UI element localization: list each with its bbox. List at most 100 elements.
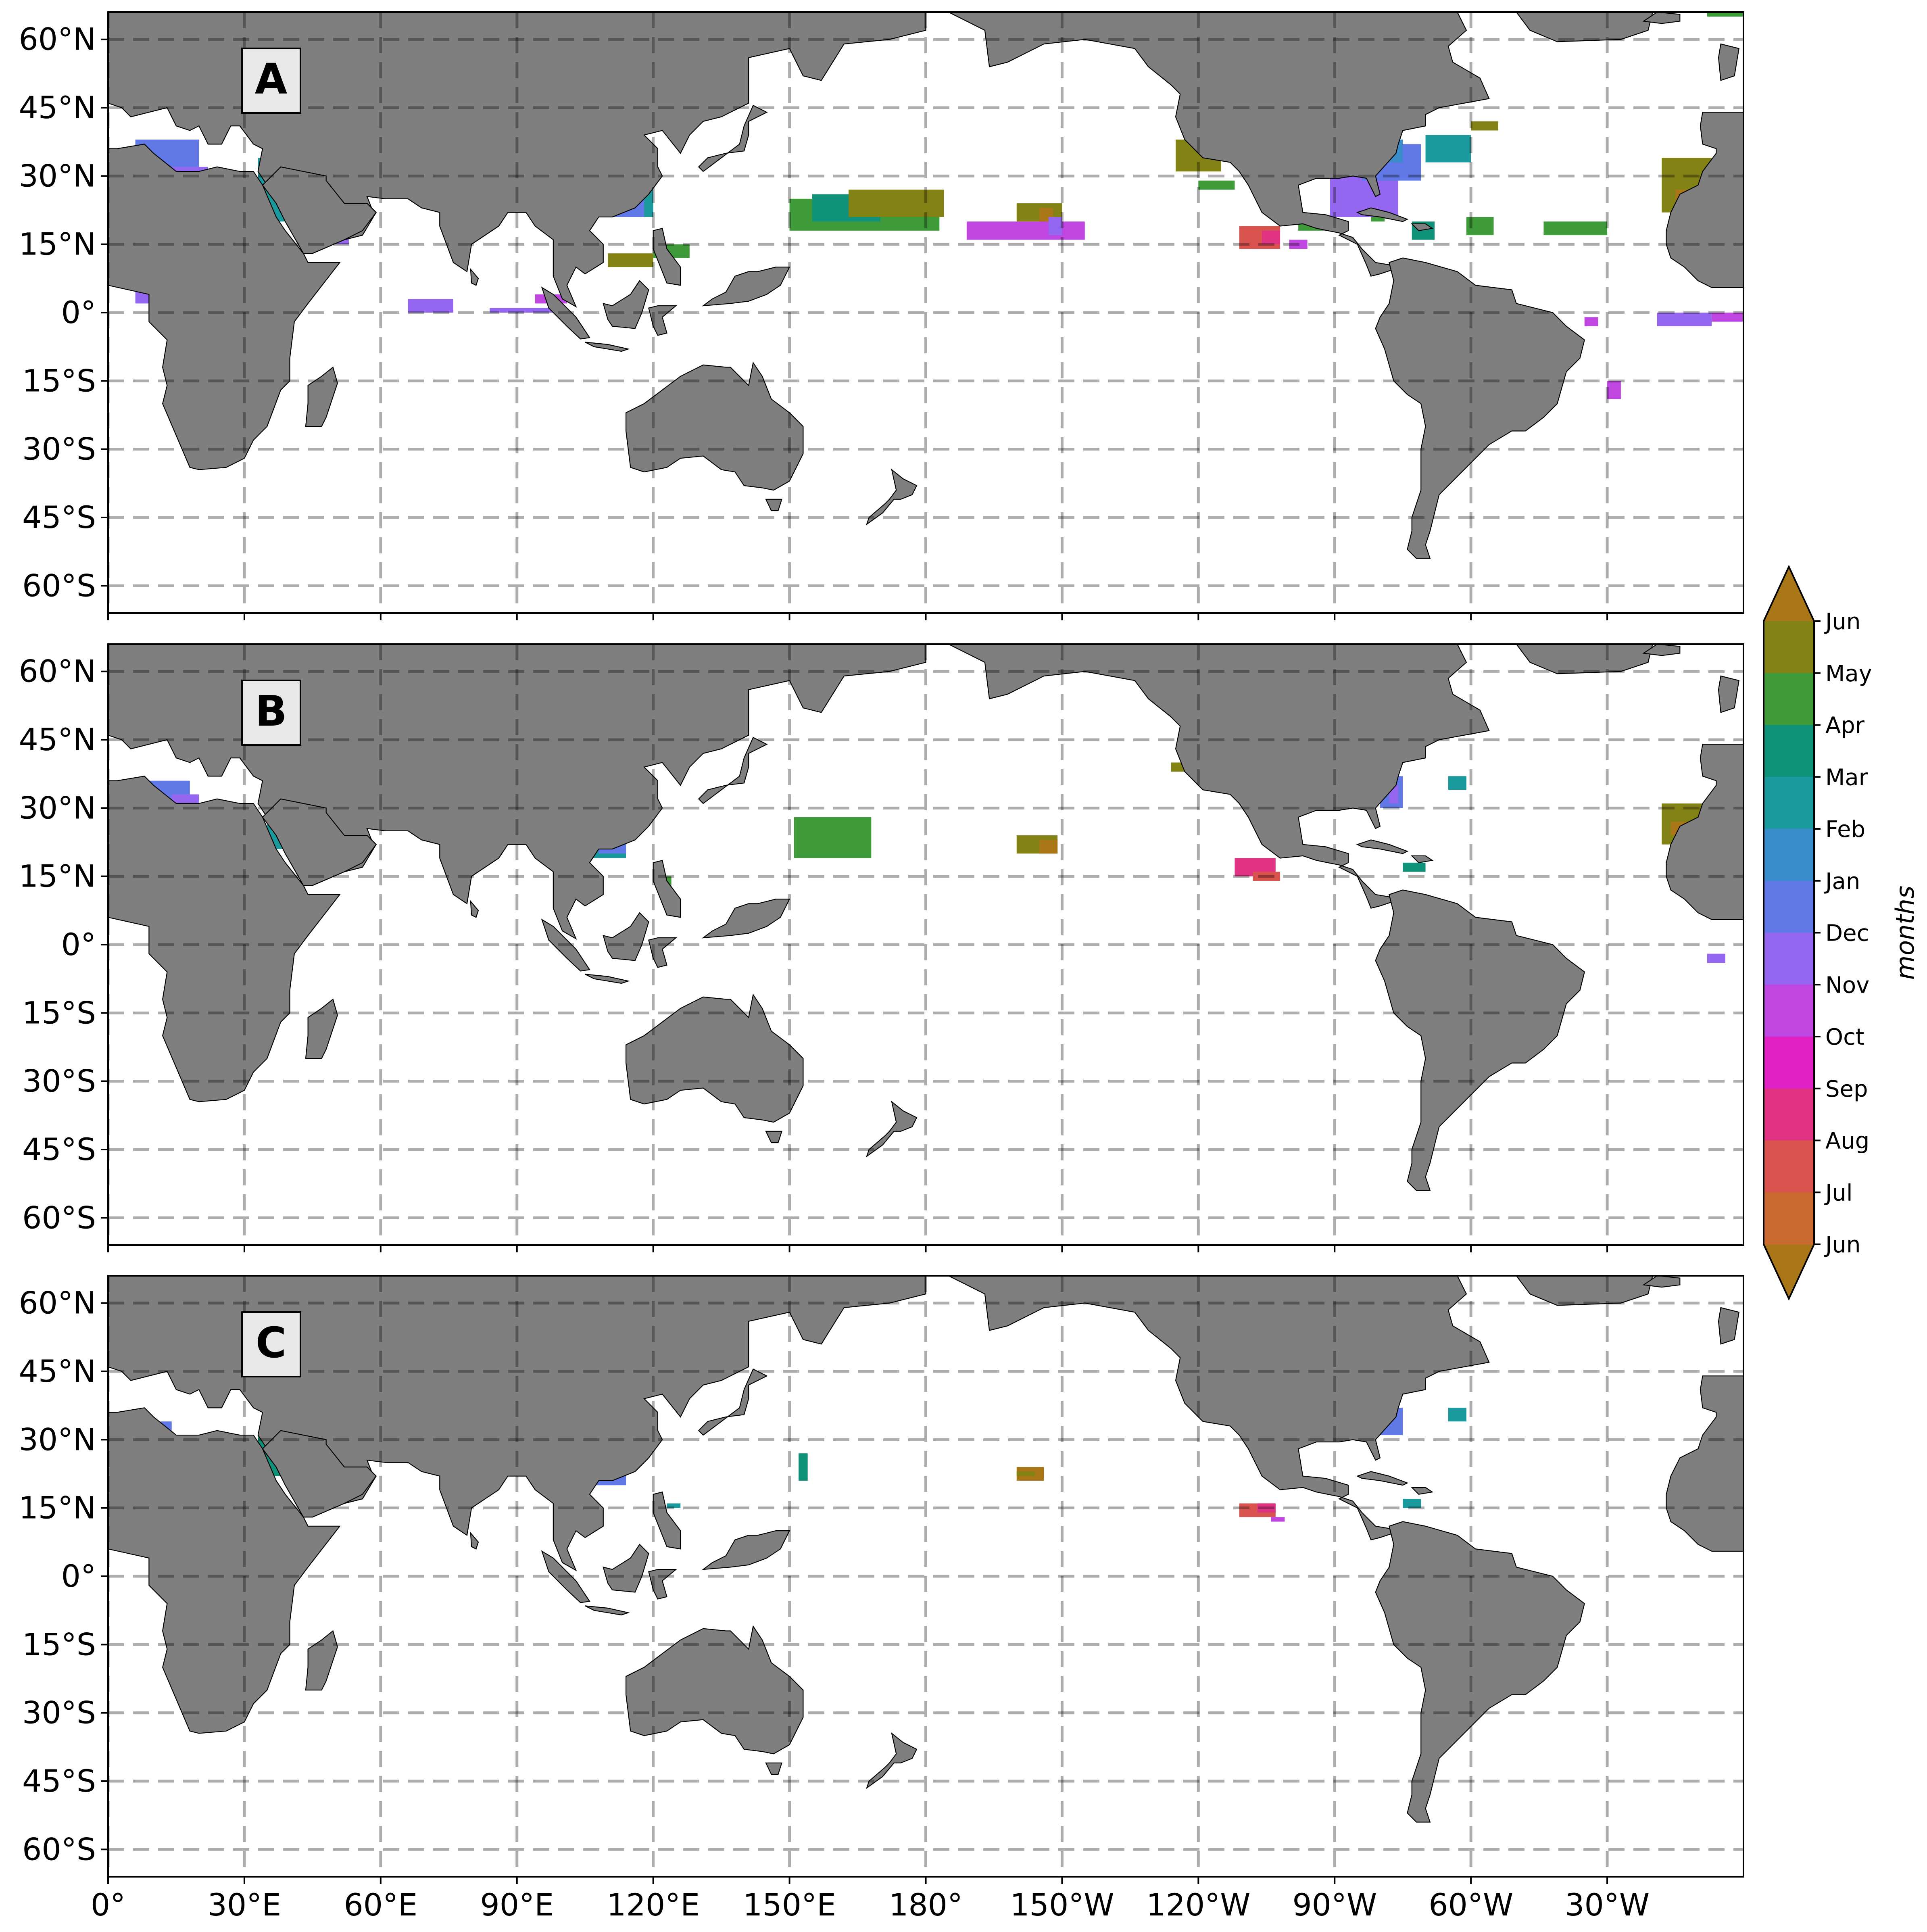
- colorbar-tick-label: Oct: [1825, 1024, 1864, 1050]
- lat-tick-label: 45°N: [19, 1353, 96, 1389]
- colorbar-tick-label: Jun: [1824, 1232, 1861, 1258]
- colorbar-segment: [1764, 1140, 1814, 1193]
- map-panel-a: 60°N 45°N 30°N 15°N 0° 15°S 30°S 45°S 60°S A: [19, 11, 1744, 620]
- gridlines: [108, 12, 1743, 613]
- lat-tick-label: 30°N: [19, 790, 96, 826]
- lon-tick-label: 150°W: [1010, 1887, 1114, 1923]
- month-region: [490, 308, 563, 313]
- lat-tick-label: 0°: [61, 926, 96, 962]
- month-region: [849, 190, 944, 217]
- panel-label: C: [256, 1318, 286, 1367]
- colorbar-tick-label: Aug: [1825, 1128, 1869, 1154]
- lon-tick-label: 90°W: [1292, 1887, 1377, 1923]
- colorbar-segment: [1764, 933, 1814, 985]
- lon-tick-label: 30°E: [208, 1887, 282, 1923]
- lat-tick-label: 45°S: [22, 499, 96, 535]
- lat-tick-label: 15°N: [19, 858, 96, 894]
- month-region: [1657, 313, 1712, 326]
- lon-tick-label: 120°W: [1146, 1887, 1250, 1923]
- lon-tick-label: 180°: [889, 1887, 963, 1923]
- colorbar-tick-label: Jun: [1824, 609, 1861, 635]
- lat-tick-label: 15°S: [22, 363, 96, 399]
- map-panel-c: 60°N 45°N 30°N 15°N 0° 15°S 30°S 45°S 60°S C: [19, 1275, 1744, 1884]
- month-region: [966, 221, 1085, 240]
- lat-tick-label: 60°S: [22, 567, 96, 603]
- panel-label-box: [241, 680, 301, 746]
- month-region: [1271, 1517, 1285, 1522]
- month-region: [1712, 313, 1743, 322]
- month-region: [608, 253, 653, 267]
- colorbar-tick-label: Mar: [1825, 764, 1869, 791]
- lon-tick-label: 30°W: [1565, 1887, 1650, 1923]
- panel-label-box: [241, 48, 301, 114]
- colorbar: Jun May Apr Mar Feb Jan Dec Nov Oct Sep Aug Jul Jun m…: [1763, 565, 1920, 1301]
- lat-tick-label: 60°N: [19, 1285, 96, 1321]
- panel-label-box: [241, 1311, 301, 1377]
- month-region: [1707, 12, 1743, 17]
- colorbar-segment: [1764, 880, 1814, 933]
- colorbar-segment: [1764, 673, 1814, 726]
- lat-tick-label: 15°N: [19, 1490, 96, 1526]
- lat-tick-label: 45°S: [22, 1763, 96, 1799]
- month-region: [794, 817, 872, 858]
- map-panel-b: 60°N 45°N 30°N 15°N 0° 15°S 30°S 45°S 60°S B: [19, 643, 1744, 1252]
- colorbar-segment: [1764, 1088, 1814, 1141]
- lat-tick-label: 30°S: [22, 1063, 96, 1099]
- lat-tick-label: 45°N: [19, 722, 96, 757]
- lat-tick-label: 15°N: [19, 226, 96, 262]
- month-region: [1425, 135, 1471, 163]
- gridlines: [108, 1276, 1743, 1877]
- lat-tick-label: 0°: [61, 1558, 96, 1594]
- colorbar-tick-label: Sep: [1825, 1076, 1868, 1102]
- month-region: [1471, 121, 1498, 131]
- colorbar-segment: [1764, 985, 1814, 1037]
- panel-label: B: [255, 686, 287, 736]
- lon-tick-label: 60°W: [1429, 1887, 1513, 1923]
- colorbar-segment: [1764, 1192, 1814, 1245]
- lon-tick-label: 90°E: [480, 1887, 554, 1923]
- month-region: [1371, 217, 1385, 222]
- colorbar-tick-label: May: [1825, 661, 1872, 687]
- lat-tick-label: 60°N: [19, 653, 96, 689]
- month-region: [1039, 840, 1058, 854]
- panel-label: A: [255, 54, 288, 104]
- lat-tick-label: 60°S: [22, 1831, 96, 1867]
- month-region: [1016, 1471, 1035, 1476]
- colorbar-tick-label: Dec: [1825, 920, 1869, 947]
- lat-tick-label: 15°S: [22, 1626, 96, 1662]
- lat-tick-label: 45°N: [19, 90, 96, 125]
- lon-tick-label: 120°E: [607, 1887, 700, 1923]
- month-region: [1607, 381, 1621, 399]
- colorbar-extend-bottom: [1764, 1244, 1814, 1299]
- lat-tick-label: 0°: [61, 294, 96, 330]
- lat-tick-label: 60°S: [22, 1200, 96, 1235]
- month-region: [1584, 317, 1598, 326]
- lat-tick-label: 30°S: [22, 431, 96, 467]
- month-region: [799, 1453, 808, 1481]
- colorbar-tick-label: Jul: [1824, 1180, 1853, 1206]
- gridlines: [108, 644, 1743, 1245]
- colorbar-segment: [1764, 621, 1814, 674]
- colorbar-segment: [1764, 725, 1814, 778]
- lat-tick-label: 15°S: [22, 995, 96, 1031]
- colorbar-tick-label: Apr: [1825, 713, 1865, 739]
- month-region: [1403, 1499, 1421, 1508]
- colorbar-segment: [1764, 1037, 1814, 1089]
- lat-tick-label: 30°S: [22, 1695, 96, 1731]
- month-region: [1257, 1503, 1276, 1513]
- lat-tick-label: 30°N: [19, 1421, 96, 1457]
- lon-tick-label: 150°E: [743, 1887, 836, 1923]
- month-region: [1289, 240, 1308, 249]
- month-region: [1448, 776, 1466, 790]
- lat-tick-label: 30°N: [19, 158, 96, 194]
- colorbar-tick-label: Feb: [1825, 816, 1865, 843]
- colorbar-label: months: [1890, 886, 1920, 980]
- month-region: [1262, 230, 1280, 244]
- month-region: [1253, 872, 1280, 881]
- month-region: [667, 1503, 681, 1508]
- month-region: [1198, 180, 1235, 190]
- colorbar-tick-label: Nov: [1825, 972, 1869, 998]
- month-region: [1048, 217, 1062, 236]
- colorbar-extend-top: [1764, 567, 1814, 621]
